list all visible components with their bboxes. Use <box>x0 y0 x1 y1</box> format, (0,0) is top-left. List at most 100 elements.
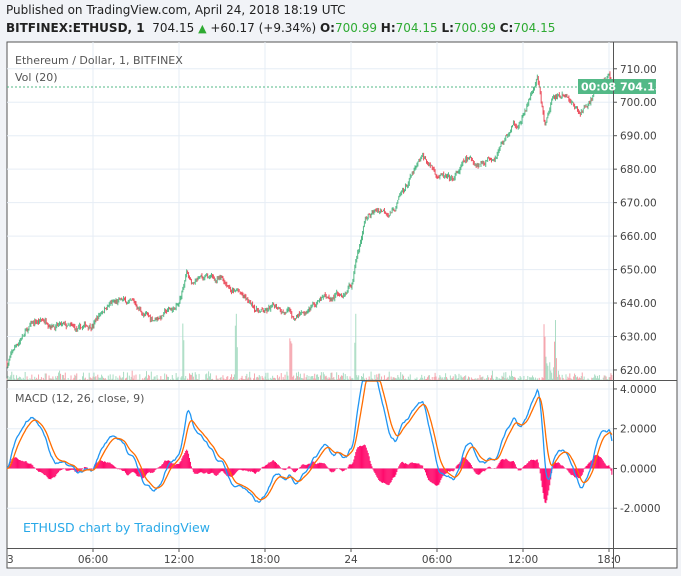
volume-bar <box>253 378 255 380</box>
macd-histogram-bar <box>493 468 495 469</box>
macd-histogram-bar <box>391 468 393 481</box>
time-axis[interactable]: 3 06:00 12:00 18:00 24 06:00 12:00 18:0 <box>6 548 621 566</box>
macd-histogram-bar <box>360 445 362 469</box>
macd-histogram-bar <box>71 468 73 470</box>
volume-bar <box>587 378 589 380</box>
macd-histogram-bar <box>77 468 79 473</box>
price-axis[interactable]: 710.00 700.00 690.00 680.00 670.00 660.00 650.… <box>613 64 657 377</box>
volume-bar <box>324 376 326 380</box>
macd-histogram-bar <box>324 464 326 469</box>
macd-histogram-bar <box>527 463 529 469</box>
volume-bar <box>43 379 45 380</box>
volume-bar <box>125 377 127 380</box>
volume-bar <box>557 370 559 380</box>
volume-bar <box>435 376 437 380</box>
macd-histogram-bar <box>20 460 22 469</box>
macd-histogram-bar <box>252 468 254 472</box>
macd-histogram-bar <box>245 468 247 471</box>
macd-histogram-bar <box>208 468 210 475</box>
macd-histogram-bar <box>264 465 266 469</box>
volume-bar <box>356 375 358 380</box>
macd-axis[interactable]: 4.0000 2.0000 0.0000 -2.0000 <box>613 384 661 515</box>
volume-bar <box>500 378 502 380</box>
macd-histogram-bar <box>408 463 410 469</box>
volume-bar <box>352 378 354 380</box>
macd-histogram-bar <box>568 468 570 473</box>
macd-histogram-bar <box>242 468 244 471</box>
macd-histogram-bar <box>348 464 350 469</box>
macd-histogram-bar <box>358 447 360 469</box>
volume-bar <box>192 376 194 380</box>
macd-histogram-bar <box>444 468 446 475</box>
macd-histogram-bar <box>292 468 294 471</box>
macd-histogram-bar <box>185 450 187 469</box>
macd-histogram-bar <box>506 459 508 469</box>
macd-histogram-bar <box>231 468 233 477</box>
volume-bar <box>484 378 486 380</box>
volume-bar <box>321 379 323 380</box>
volume-bar <box>498 378 500 380</box>
volume-bar <box>527 375 529 380</box>
volume-bar <box>59 370 61 380</box>
macd-histogram-bar <box>503 459 505 469</box>
macd-histogram-bar <box>437 468 439 486</box>
low-value: 700.99 <box>453 21 496 35</box>
macd-histogram-bar <box>404 463 406 469</box>
volume-bar <box>275 378 277 380</box>
macd-histogram-bar <box>490 467 492 469</box>
volume-bar <box>323 374 325 380</box>
volume-bar <box>55 376 57 380</box>
volume-bar <box>450 378 452 380</box>
macd-histogram-bar <box>382 468 384 483</box>
volume-bar <box>460 375 462 380</box>
macd-histogram-bar <box>474 468 476 473</box>
volume-bar <box>235 313 237 380</box>
volume-bar <box>340 375 342 380</box>
macd-histogram-bar <box>103 461 105 469</box>
macd-histogram-bar <box>152 468 154 473</box>
macd-histogram-bar <box>173 464 175 469</box>
macd-histogram-bar <box>343 468 345 471</box>
volume-bar <box>35 379 37 380</box>
macd-histogram-bar <box>197 468 199 474</box>
volume-bar <box>416 377 418 380</box>
macd-histogram-bar <box>608 465 610 469</box>
price-tick-label: 660.00 <box>620 231 657 243</box>
volume-bar <box>374 374 376 380</box>
volume-bar <box>390 376 392 380</box>
volume-bar <box>256 376 258 380</box>
macd-histogram-bar <box>488 466 490 469</box>
macd-histogram-bar <box>200 468 202 473</box>
macd-histogram-bar <box>400 463 402 469</box>
macd-histogram-bar <box>466 459 468 469</box>
volume-bar <box>88 372 90 380</box>
macd-histogram-bar <box>217 468 219 475</box>
volume-bar <box>225 379 227 380</box>
volume-bar <box>568 378 570 380</box>
macd-histogram-bar <box>145 468 147 476</box>
volume-bar <box>510 376 512 380</box>
volume-bar <box>561 374 563 380</box>
volume-bar <box>76 373 78 380</box>
volume-bar <box>404 378 406 380</box>
price-tick-label: 710.00 <box>620 64 657 76</box>
macd-histogram-bar <box>582 468 584 473</box>
watermark[interactable]: ETHUSD chart by TradingView <box>23 520 210 535</box>
volume-bar <box>454 374 456 380</box>
macd-histogram-bar <box>177 463 179 469</box>
macd-histogram-bar <box>340 468 342 471</box>
macd-histogram-bar <box>453 468 455 471</box>
volume-bar <box>183 340 185 380</box>
volume-bar <box>490 375 492 380</box>
macd-histogram-bar <box>431 468 433 484</box>
macd-histogram-bar <box>598 456 600 469</box>
macd-histogram-bar <box>438 468 440 485</box>
macd-histogram-bar <box>535 459 537 469</box>
volume-bar <box>386 377 388 380</box>
volume-bar <box>238 378 240 380</box>
macd-histogram-bar <box>155 468 157 470</box>
volume-bar <box>320 372 322 380</box>
volume-bar <box>246 373 248 380</box>
macd-histogram-bar <box>170 462 172 469</box>
